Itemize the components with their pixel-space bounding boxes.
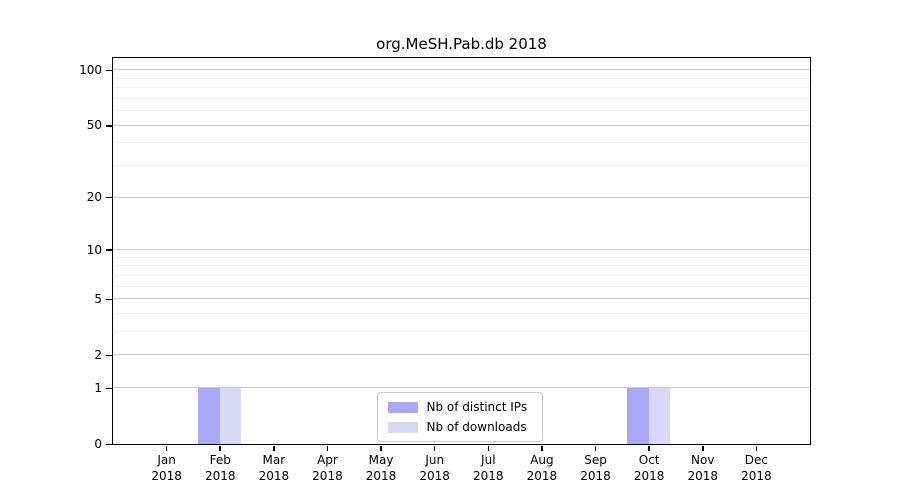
x-tick-label: Aug 2018 bbox=[507, 453, 577, 484]
x-axis-tick bbox=[433, 445, 436, 451]
x-axis-tick bbox=[219, 445, 221, 451]
gridline-minor bbox=[112, 265, 810, 267]
x-axis-tick bbox=[648, 445, 650, 451]
y-axis-tick bbox=[106, 125, 113, 127]
x-tick-label-line: 2018 bbox=[312, 468, 343, 483]
x-tick-label-line: 2018 bbox=[151, 468, 182, 483]
x-tick-label-line: 2018 bbox=[580, 468, 611, 483]
x-tick-label: Apr 2018 bbox=[292, 453, 362, 484]
x-axis-tick bbox=[273, 445, 275, 451]
x-tick-label-line: 2018 bbox=[204, 468, 236, 483]
x-axis-tick bbox=[594, 445, 597, 451]
x-axis-tick bbox=[755, 445, 758, 451]
x-tick-label: Feb 2018 bbox=[185, 453, 255, 484]
x-tick-label-line: Oct bbox=[638, 453, 660, 467]
x-tick-label-line: Aug bbox=[530, 453, 554, 467]
gridline-minor bbox=[112, 165, 810, 167]
x-tick-label-line: Mar bbox=[262, 453, 286, 467]
x-tick-label: Sep 2018 bbox=[561, 453, 631, 484]
y-axis-tick bbox=[106, 443, 113, 446]
legend-label-distinct-ips: Nb of distinct IPs bbox=[426, 400, 528, 414]
x-tick-label-line: 2018 bbox=[526, 468, 558, 483]
x-tick-label-line: 2018 bbox=[473, 468, 504, 483]
y-axis-tick bbox=[106, 249, 113, 251]
gridline-minor bbox=[112, 77, 810, 79]
x-tick-label-line: Feb bbox=[209, 453, 231, 467]
gridline-minor bbox=[112, 110, 810, 112]
gridline-major bbox=[112, 387, 810, 389]
plot-area: Nb of distinct IPs Nb of downloads bbox=[111, 57, 811, 445]
gridline-minor bbox=[112, 313, 810, 315]
x-tick-label: Jul 2018 bbox=[453, 453, 523, 484]
bar-downloads bbox=[219, 387, 242, 444]
gridline-minor bbox=[112, 142, 810, 144]
x-axis-tick bbox=[541, 445, 543, 451]
x-tick-label-line: 2018 bbox=[633, 468, 665, 483]
chart-title: org.MeSH.Pab.db 2018 bbox=[376, 35, 547, 53]
y-tick-label: 2 bbox=[94, 347, 102, 362]
legend-item-downloads: Nb of downloads bbox=[387, 417, 534, 437]
legend: Nb of distinct IPs Nb of downloads bbox=[376, 392, 543, 442]
gridline-major bbox=[112, 298, 810, 300]
y-axis-tick bbox=[106, 354, 113, 357]
y-axis-tick bbox=[106, 387, 113, 390]
gridline-minor bbox=[112, 331, 810, 333]
x-axis-tick bbox=[165, 445, 168, 451]
x-tick-label-line: Nov bbox=[691, 453, 715, 467]
y-axis-tick bbox=[106, 298, 113, 301]
x-axis-tick bbox=[326, 445, 329, 451]
x-tick-label: Mar 2018 bbox=[239, 453, 309, 484]
x-tick-label: Nov 2018 bbox=[668, 453, 738, 484]
y-tick-label: 0 bbox=[94, 437, 102, 451]
x-axis-tick bbox=[487, 445, 490, 451]
gridline-minor bbox=[112, 285, 810, 287]
y-tick-label: 20 bbox=[86, 190, 102, 205]
legend-swatch-distinct-ips-icon bbox=[387, 401, 418, 413]
y-tick-label: 100 bbox=[79, 62, 102, 77]
x-tick-label-line: 2018 bbox=[258, 468, 290, 483]
y-tick-label: 1 bbox=[94, 380, 102, 395]
x-tick-label-line: 2018 bbox=[419, 468, 450, 483]
x-tick-label-line: Apr bbox=[317, 453, 338, 467]
gridline-major bbox=[112, 196, 810, 198]
x-tick-label-line: Jul bbox=[481, 453, 496, 467]
x-tick-label: Jun 2018 bbox=[400, 453, 470, 484]
gridline-major bbox=[112, 354, 810, 356]
x-tick-label-line: 2018 bbox=[741, 468, 772, 483]
y-axis-tick bbox=[106, 69, 113, 72]
gridline-major bbox=[112, 124, 810, 126]
x-tick-label-line: Dec bbox=[744, 453, 768, 467]
x-tick-label-line: Jun bbox=[425, 453, 445, 467]
y-tick-label: 10 bbox=[86, 242, 102, 257]
x-tick-label-line: 2018 bbox=[687, 468, 719, 483]
y-tick-label: 5 bbox=[94, 291, 102, 306]
gridline-major bbox=[112, 249, 810, 251]
gridline-minor bbox=[112, 87, 810, 89]
x-tick-label-line: May bbox=[368, 453, 394, 467]
x-axis-tick bbox=[702, 445, 704, 451]
bar-distinct-ips bbox=[198, 387, 220, 444]
gridline-minor bbox=[112, 274, 810, 276]
gridline-minor bbox=[112, 97, 810, 99]
x-tick-label-line: Jan bbox=[157, 453, 176, 467]
legend-item-distinct-ips: Nb of distinct IPs bbox=[387, 397, 534, 417]
x-tick-label-line: 2018 bbox=[365, 468, 397, 483]
x-axis-tick bbox=[380, 445, 382, 451]
bar-downloads bbox=[648, 387, 671, 444]
x-tick-label: Oct 2018 bbox=[614, 453, 684, 484]
legend-swatch-downloads-icon bbox=[387, 421, 418, 433]
x-tick-label: Dec 2018 bbox=[721, 453, 791, 484]
y-tick-label: 50 bbox=[86, 118, 102, 133]
gridline-minor bbox=[112, 256, 810, 258]
x-tick-label: May 2018 bbox=[346, 453, 416, 484]
x-tick-label: Jan 2018 bbox=[132, 453, 202, 484]
y-axis-tick bbox=[106, 196, 113, 199]
x-tick-label-line: Sep bbox=[584, 453, 607, 467]
legend-label-downloads: Nb of downloads bbox=[426, 420, 527, 434]
bar-distinct-ips bbox=[627, 387, 649, 444]
gridline-major bbox=[112, 69, 810, 71]
